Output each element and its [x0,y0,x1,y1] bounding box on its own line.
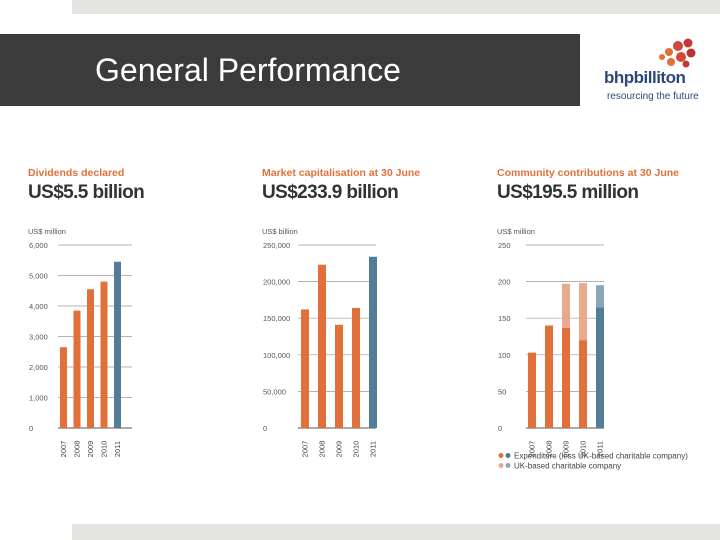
chart-2-bar-2011 [369,256,377,428]
chart-3-title: Community contributions at 30 June [497,167,679,179]
chart-3-xtick-label: 2010 [579,441,588,458]
chart-2-ytick-label: 200,000 [263,278,290,287]
chart-3-ytick-label: 0 [498,424,502,433]
chart-3-subtitle: US$195.5 million [497,182,638,203]
chart-2-bar-2007 [301,309,309,428]
chart-2-ytick-label: 50,000 [263,387,286,396]
chart-1-ytick-label: 1,000 [29,394,48,403]
chart-2-subtitle: US$233.9 billion [262,182,398,203]
title-bar [0,34,580,106]
chart-2-xtick-label: 2011 [369,441,378,457]
chart-1-ytick-label: 3,000 [29,333,48,342]
legend-swatch-orange-2 [498,463,504,468]
chart-2-bar-2010 [352,307,360,428]
chart-1-bar-2011 [114,261,121,428]
chart-3-bar-2008-series-1 [545,325,553,428]
chart-1-ytick-label: 0 [29,424,33,433]
chart-1-bar-2010 [100,281,108,428]
chart-1-bar-2008 [73,310,81,428]
chart-2-xtick-label: 2009 [335,441,344,458]
chart-1-xtick-label: 2007 [59,441,68,458]
chart-2-bar-2009 [335,324,343,428]
chart-3-xtick-label: 2008 [545,441,554,458]
chart-3-xtick-label: 2007 [528,441,537,458]
chart-2-xtick-label: 2007 [301,441,310,458]
chart-3-ytick-label: 250 [498,241,511,250]
chart-3-bar-2010-series-1 [579,340,587,428]
chart-1-xtick-label: 2011 [113,441,122,457]
chart-2-ytick-label: 0 [263,424,267,433]
chart-1-bar-2007 [60,347,67,428]
chart-3-ytick-label: 200 [498,278,511,287]
chart-3-ytick-label: 150 [498,314,511,323]
chart-1-title: Dividends declared [28,167,124,179]
logo-tagline: resourcing the future [607,91,699,102]
chart-2-ytick-label: 100,000 [263,351,290,360]
legend-label-2: UK-based charitable company [514,462,621,471]
chart-3-bar-2007-series-1 [528,352,536,428]
chart-1-subtitle: US$5.5 billion [28,182,144,203]
chart-3-ytick-label: 50 [498,387,506,396]
slide-title: General Performance [95,52,401,88]
chart-3-xtick-label: 2011 [596,441,605,457]
chart-3-bar-2010-series-2 [579,283,587,341]
chart-1-xtick-label: 2008 [73,441,82,458]
chart-3-ytick-label: 100 [498,351,511,360]
legend-label-1: Expenditure (less UK-based charitable co… [514,452,688,461]
chart-3-ylabel: US$ million [497,227,535,236]
top-decor-strip [72,0,720,14]
chart-3-bar-2009-series-2 [562,283,570,328]
chart-2-xtick-label: 2008 [318,441,327,458]
logo-name: bhpbilliton [604,68,686,87]
legend-swatch-blue-1 [505,453,511,458]
chart-3-xtick-label: 2009 [562,441,571,458]
chart-3-bar-2011-series-2 [596,285,604,308]
chart-2-ytick-label: 250,000 [263,241,290,250]
chart-1-ytick-label: 5,000 [29,272,48,281]
chart-2-title: Market capitalisation at 30 June [262,167,420,179]
legend-swatch-orange-1 [498,453,504,458]
chart-1-xtick-label: 2010 [100,441,109,458]
chart-2-ylabel: US$ billion [262,227,298,236]
chart-2-ytick-label: 150,000 [263,314,290,323]
chart-3-bar-2011-series-1 [596,307,604,428]
chart-1-xtick-label: 2009 [86,441,95,458]
bottom-decor-strip [72,524,720,540]
chart-2-bar-2008 [318,264,326,428]
chart-1-ytick-label: 4,000 [29,302,48,311]
chart-2-xtick-label: 2010 [352,441,361,458]
chart-1-ylabel: US$ million [28,227,66,236]
legend-swatch-blue-2 [505,463,511,468]
company-logo: bhpbilliton resourcing the future [604,38,704,108]
bhp-logo-mark-icon [659,38,696,68]
chart-1-bar-2009 [87,289,94,428]
chart-3-bar-2009-series-1 [562,327,570,428]
chart-1-ytick-label: 2,000 [29,363,48,372]
chart-1-ytick-label: 6,000 [29,241,48,250]
